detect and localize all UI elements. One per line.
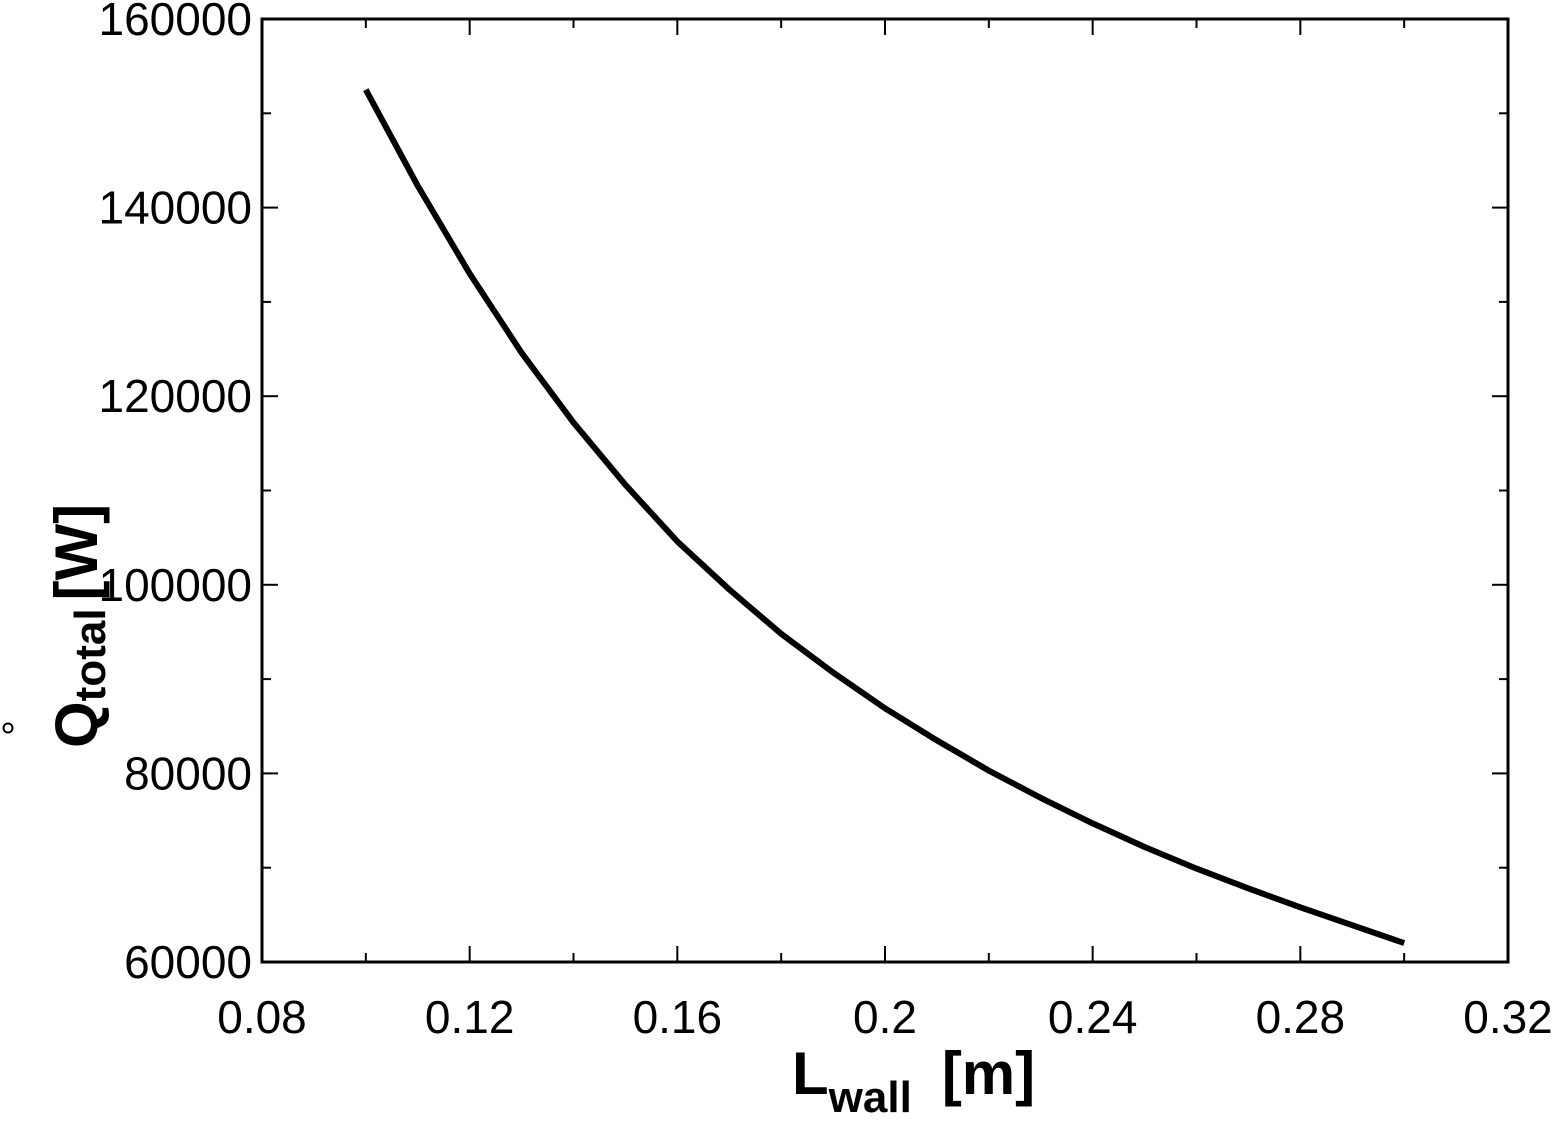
y-tick-label: 100000 — [99, 559, 253, 611]
x-tick-label: 0.12 — [425, 991, 515, 1043]
dot-accent-mark — [2, 722, 14, 734]
axis-ticks — [261, 18, 1509, 963]
y-tick-label: 60000 — [124, 936, 252, 988]
y-axis-title-main: Q — [43, 701, 110, 748]
x-axis-title-subscript: wall — [828, 1073, 912, 1122]
x-tick-label: 0.2 — [853, 991, 917, 1043]
x-tick-label: 0.16 — [633, 991, 723, 1043]
y-axis-title-unit: [W] — [43, 504, 110, 601]
x-tick-label: 0.08 — [217, 991, 307, 1043]
x-tick-label: 0.32 — [1463, 991, 1553, 1043]
series-layer — [363, 88, 1406, 946]
y-tick-label: 140000 — [99, 182, 253, 234]
x-tick-labels: 0.08 0.12 0.16 0.2 0.24 0.28 0.32 — [217, 991, 1553, 1043]
y-axis-title-subscript: total — [66, 608, 115, 701]
x-axis-title-main: L — [792, 1040, 829, 1107]
x-tick-label: 0.28 — [1256, 991, 1346, 1043]
y-tick-label: 160000 — [99, 0, 253, 45]
y-axis-title: Qtotal [W] — [43, 504, 115, 748]
y-tick-label: 120000 — [99, 370, 253, 422]
x-axis-title: Lwall [m] — [792, 1040, 1035, 1122]
plot-frame — [260, 17, 1510, 964]
x-tick-label: 0.24 — [1048, 991, 1138, 1043]
y-tick-label: 80000 — [124, 747, 252, 799]
y-tick-labels: 60000 80000 100000 120000 140000 160000 — [99, 0, 253, 988]
x-axis-title-unit: [m] — [942, 1040, 1035, 1107]
series-line-0 — [363, 88, 1406, 946]
